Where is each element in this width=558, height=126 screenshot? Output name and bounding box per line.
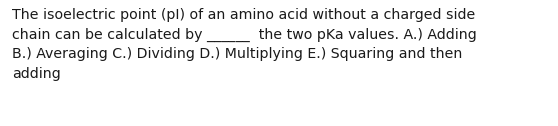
Text: The isoelectric point (pI) of an amino acid without a charged side
chain can be : The isoelectric point (pI) of an amino a… (12, 8, 477, 81)
